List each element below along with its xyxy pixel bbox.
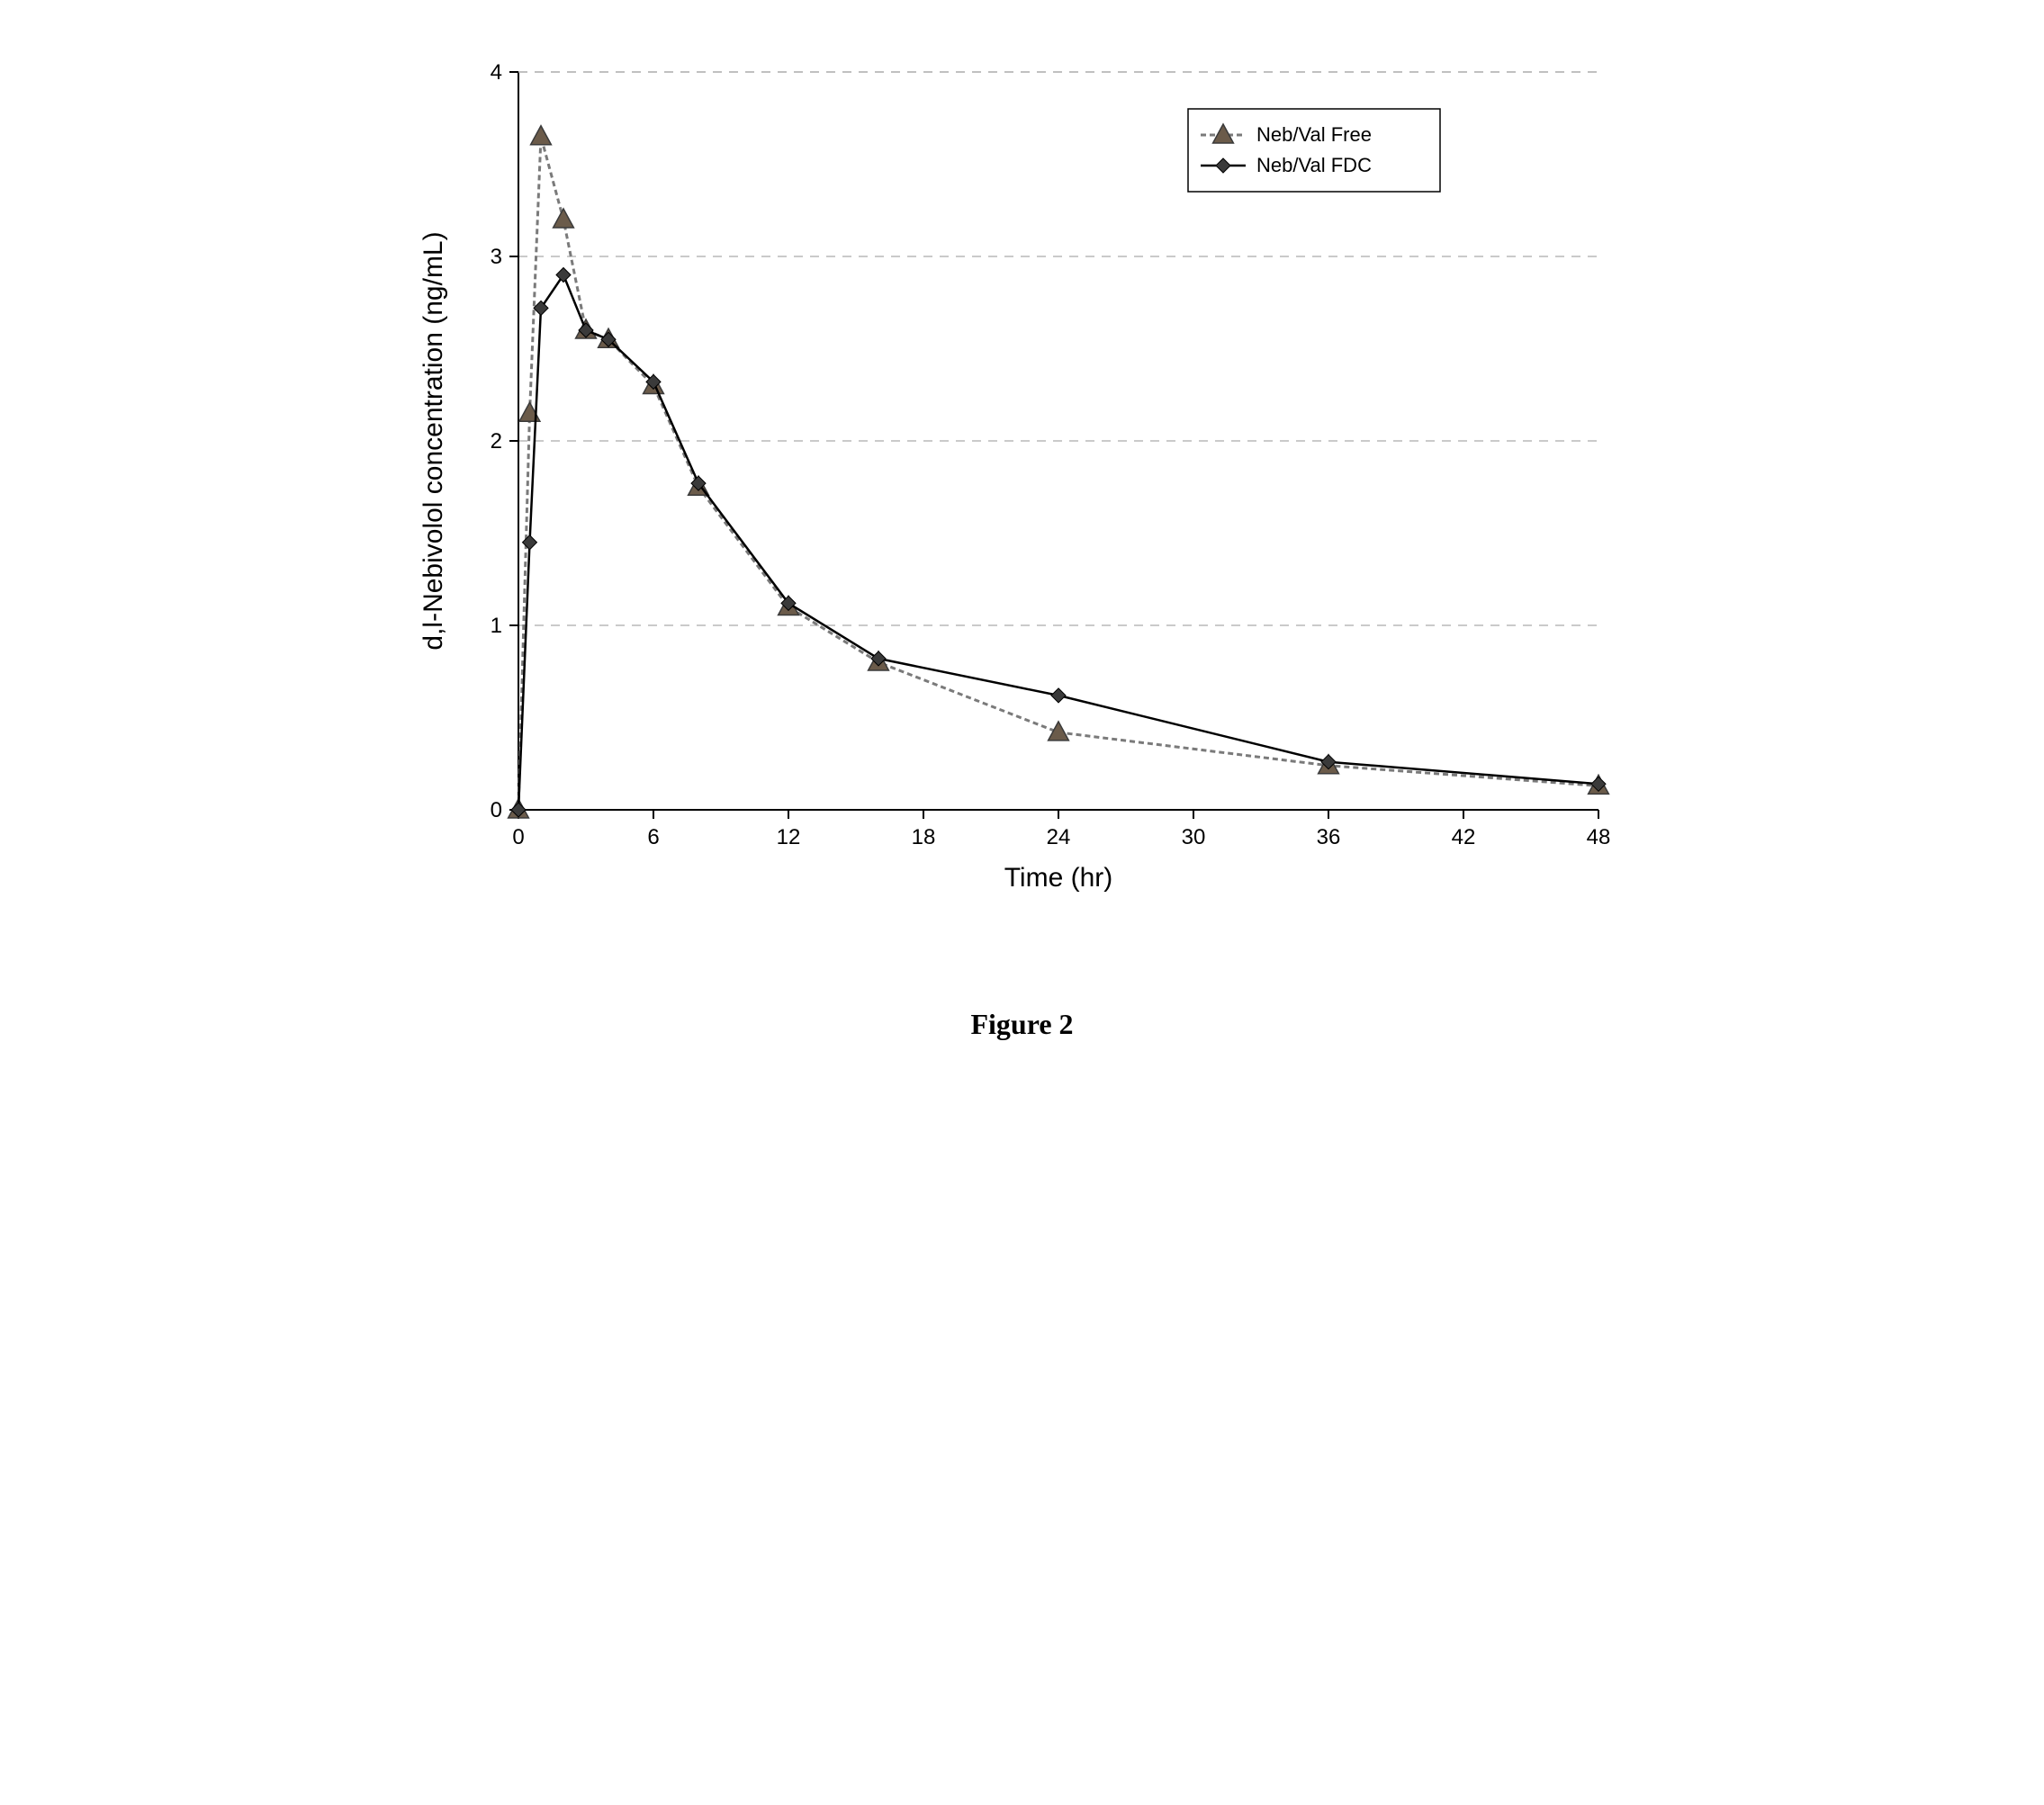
svg-text:4: 4: [490, 60, 501, 85]
svg-text:0: 0: [512, 825, 524, 849]
svg-text:36: 36: [1316, 825, 1340, 849]
svg-text:18: 18: [911, 825, 935, 849]
figure-container: 061218243036424801234Time (hr)d,l-Nebivo…: [392, 36, 1652, 1041]
svg-text:42: 42: [1451, 825, 1475, 849]
svg-text:Neb/Val Free: Neb/Val Free: [1256, 123, 1372, 146]
svg-text:d,l-Nebivolol concentration (n: d,l-Nebivolol concentration (ng/mL): [419, 231, 448, 650]
svg-text:6: 6: [647, 825, 659, 849]
svg-text:Time (hr): Time (hr): [1004, 863, 1112, 893]
svg-text:Neb/Val FDC: Neb/Val FDC: [1256, 154, 1372, 176]
chart-area: 061218243036424801234Time (hr)d,l-Nebivo…: [392, 36, 1652, 936]
caption-text: Figure 2: [970, 1008, 1073, 1040]
figure-caption: Figure 2: [392, 1008, 1652, 1041]
svg-text:1: 1: [490, 614, 501, 638]
svg-text:24: 24: [1046, 825, 1070, 849]
svg-text:2: 2: [490, 429, 501, 453]
svg-text:0: 0: [490, 798, 501, 822]
svg-text:30: 30: [1181, 825, 1205, 849]
svg-text:3: 3: [490, 245, 501, 269]
svg-text:12: 12: [776, 825, 800, 849]
svg-text:48: 48: [1586, 825, 1610, 849]
chart-svg: 061218243036424801234Time (hr)d,l-Nebivo…: [392, 36, 1652, 936]
